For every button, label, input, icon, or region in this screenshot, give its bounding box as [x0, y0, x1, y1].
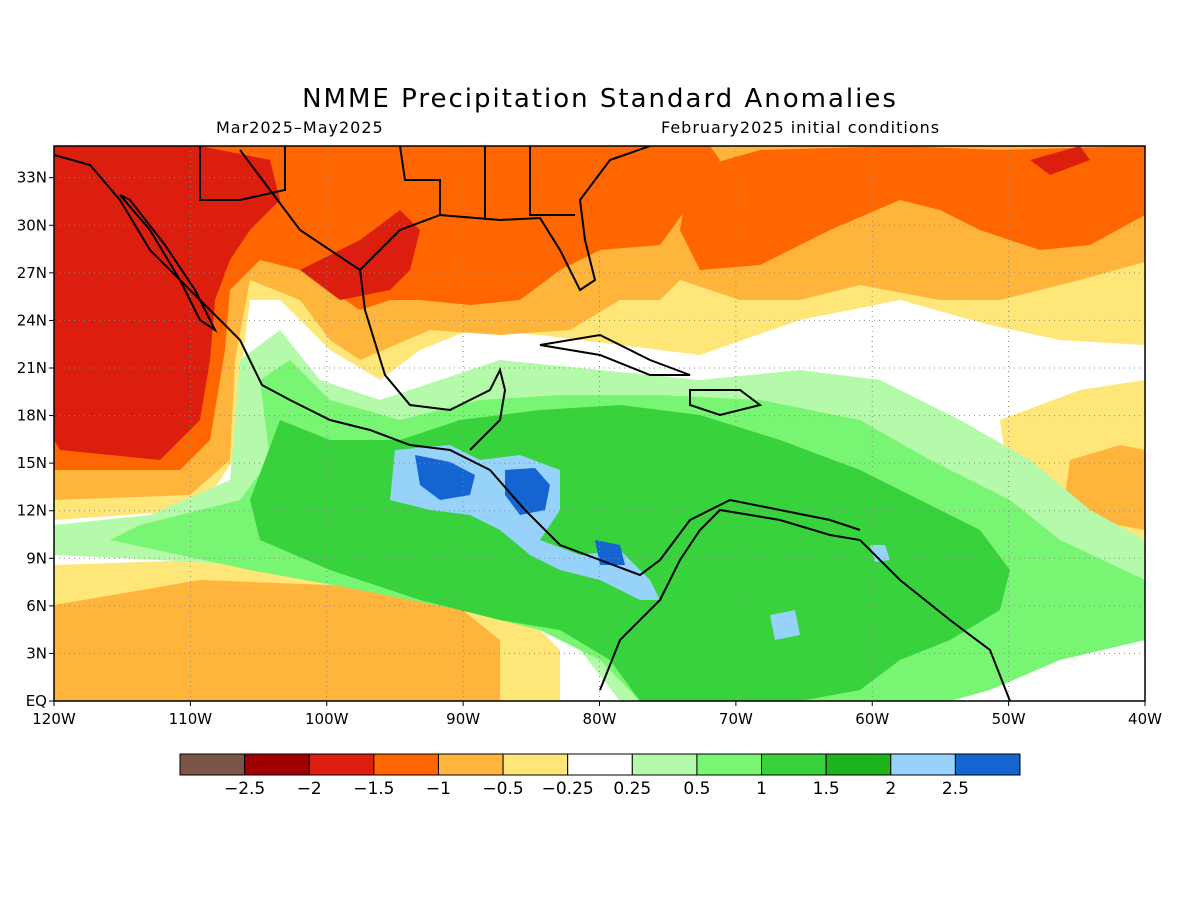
lon-tick-label: 70W	[719, 710, 753, 728]
lat-tick-label: 3N	[26, 644, 47, 662]
lat-tick-label: 30N	[17, 216, 47, 234]
dry-region-severe-atlantic	[1030, 146, 1090, 175]
colorbar-label: −2.5	[224, 779, 265, 799]
south-america-coast	[599, 508, 1011, 701]
lon-tick-label: 110W	[169, 710, 213, 728]
dry-region-severe	[54, 146, 280, 460]
map-title: NMME Precipitation Standard Anomalies	[302, 84, 898, 114]
us-gulf-northern-coast	[359, 146, 651, 292]
forecast-period: Mar2025–May2025	[216, 118, 384, 137]
colorbar-label: 1	[756, 779, 767, 799]
us-state-borders	[199, 146, 575, 220]
lon-tick-label: 40W	[1128, 710, 1162, 728]
hispaniola	[689, 389, 763, 417]
colorbar-label: 2.5	[942, 779, 969, 799]
lat-tick-label: 21N	[17, 359, 47, 377]
colorbar-label: 1.5	[813, 779, 840, 799]
lon-tick-label: 120W	[32, 710, 76, 728]
colorbar-swatch	[179, 753, 246, 776]
lat-tick-label: 15N	[17, 454, 47, 472]
dry-region-severe-texas	[300, 210, 420, 300]
colorbar-label: 0.25	[613, 779, 651, 799]
initial-conditions: February2025 initial conditions	[661, 118, 941, 137]
colorbar-swatch	[696, 753, 763, 776]
colorbar-swatch	[437, 753, 504, 776]
lat-tick-label: 33N	[17, 169, 47, 187]
colorbar-swatch	[567, 753, 633, 776]
colorbar-label: −1.5	[353, 779, 394, 799]
colorbar-swatch	[308, 753, 375, 776]
colorbar-label: −0.25	[542, 779, 594, 799]
lon-tick-label: 100W	[305, 710, 349, 728]
colorbar-swatch	[502, 753, 569, 776]
longitude-axis: 120W 110W 100W 90W 80W 70W 60W 50W 40W	[32, 701, 1162, 728]
colorbar-label: −1	[426, 779, 451, 799]
latitude-axis: EQ 3N 6N 9N 12N 15N 18N 21N 24N 27N 30N 33N	[17, 169, 54, 710]
colorbar-label: −2	[297, 779, 322, 799]
colorbar-swatch	[244, 753, 310, 776]
dry-region-south-moderate	[54, 580, 500, 701]
colorbar-label: 2	[885, 779, 896, 799]
colorbar-swatch	[631, 753, 698, 776]
cuba	[539, 333, 691, 376]
lat-tick-label: 24N	[17, 311, 47, 329]
colorbar-swatch	[761, 753, 827, 776]
lat-tick-label: EQ	[26, 692, 47, 710]
colorbar-swatch	[890, 753, 956, 776]
colorbar-swatch	[373, 753, 439, 776]
wet-region-extreme	[415, 455, 625, 565]
dry-region-strong-east	[680, 146, 1145, 270]
lon-tick-label: 50W	[992, 710, 1026, 728]
lat-tick-label: 18N	[17, 407, 47, 425]
colorbar: −2.5 −2 −1.5 −1 −0.5 −0.25 0.25 0.5 1 1.5 2 2.5	[179, 753, 1021, 799]
colorbar-label: 0.5	[683, 779, 710, 799]
lat-tick-label: 6N	[26, 597, 47, 615]
baja-california	[119, 194, 218, 333]
lat-tick-label: 9N	[26, 549, 47, 567]
lon-tick-label: 60W	[855, 710, 889, 728]
coastlines	[54, 146, 1011, 701]
lat-tick-label: 27N	[17, 264, 47, 282]
colorbar-label: −0.5	[482, 779, 523, 799]
anomaly-field	[54, 146, 1145, 701]
gulf-coast	[239, 149, 507, 451]
lon-tick-label: 90W	[446, 710, 480, 728]
colorbar-swatch	[825, 753, 892, 776]
wet-region-very-high-east	[770, 545, 890, 640]
lat-tick-label: 12N	[17, 502, 47, 520]
colorbar-swatch	[954, 753, 1021, 776]
lon-tick-label: 80W	[583, 710, 617, 728]
mexico-us-coast	[54, 154, 861, 577]
graticule	[54, 146, 1145, 701]
